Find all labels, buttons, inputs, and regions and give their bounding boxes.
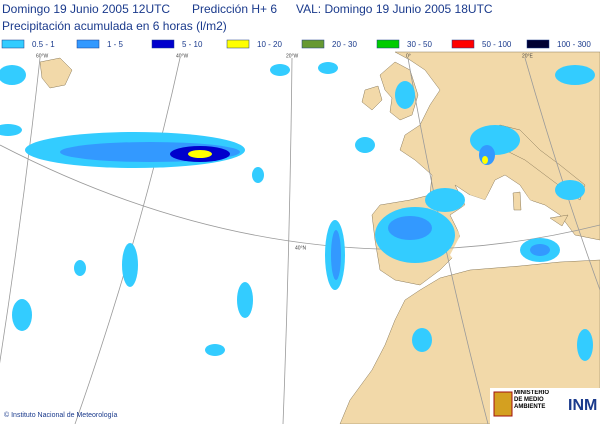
legend-swatch [301,39,325,49]
legend-label: 10 - 20 [257,40,282,49]
rain-area [577,329,593,361]
precipitation [0,62,595,361]
legend-label: 0.5 - 1 [32,40,55,49]
rain-area [270,64,290,76]
rain-area [388,216,432,240]
emblem [493,391,513,417]
rain-area [205,344,225,356]
sardinia [512,191,522,211]
legend-swatch [226,39,250,49]
legend-label: 1 - 5 [107,40,124,49]
legend-label: 50 - 100 [482,40,512,49]
greenland-tip [39,57,73,89]
rain-area [412,328,432,352]
legend-label: 100 - 300 [557,40,591,49]
header: Domingo 19 Junio 2005 12UTC Predicción H… [2,2,493,33]
legend-swatch [76,39,100,49]
ministry: MINISTERIO DE MEDIO AMBIENTE [514,390,550,410]
copyright: © Instituto Nacional de Meteorología [4,411,117,419]
legend-label: 5 - 10 [182,40,203,49]
rain-area [252,167,264,183]
rain-area [122,243,138,287]
run-time: Domingo 19 Junio 2005 12UTC [2,2,170,16]
meridian [0,57,41,364]
lat-label: 40°N [295,245,307,251]
meridian [524,57,600,291]
rain-area [482,156,488,164]
parallel [0,144,600,250]
inm-logo: INM [568,397,597,414]
rain-area [530,244,550,256]
valid-time: VAL: Domingo 19 Junio 2005 18UTC [296,2,493,16]
lon-label: 60°W [36,53,49,59]
rain-area [470,125,520,155]
forecast-hour: Predicción H+ 6 [192,2,277,16]
rain-area [355,137,375,153]
map: 60°W 40°W 20°W 0° 20°E 40°N [0,51,600,424]
legend-swatch [1,39,25,49]
rain-area [318,62,338,74]
rain-area [0,124,22,136]
lon-label: 40°W [176,53,189,59]
legend-label: 30 - 50 [407,40,432,49]
meridian [74,57,181,424]
legend-label: 20 - 30 [332,40,357,49]
map-title: Precipitación acumulada en 6 horas (l/m2… [2,19,227,33]
legend-swatch [451,39,475,49]
rain-area [0,65,26,85]
rain-area [331,230,341,280]
lon-label: 0° [406,53,411,59]
legend-swatch [526,39,550,49]
legend-swatch [151,39,175,49]
footer: © Instituto Nacional de Meteorología MIN… [4,388,600,424]
rain-area [237,282,253,318]
rain-area [395,81,415,109]
africa [339,259,600,424]
rain-area [12,299,32,331]
lon-label: 20°W [286,53,299,59]
lon-label: 20°E [522,53,534,59]
rain-area [425,188,465,212]
legend-swatch [376,39,400,49]
rain-area [555,180,585,200]
rain-area [188,150,212,158]
meridian [282,57,293,424]
legend: 0.5 - 1 1 - 5 5 - 10 10 - 20 20 - 30 30 - 50 5… [1,39,591,49]
ministry-box: MINISTERIO DE MEDIO AMBIENTE [514,390,550,410]
rain-area [74,260,86,276]
sicily [549,214,569,227]
ireland [361,85,383,111]
rain-area [555,65,595,85]
